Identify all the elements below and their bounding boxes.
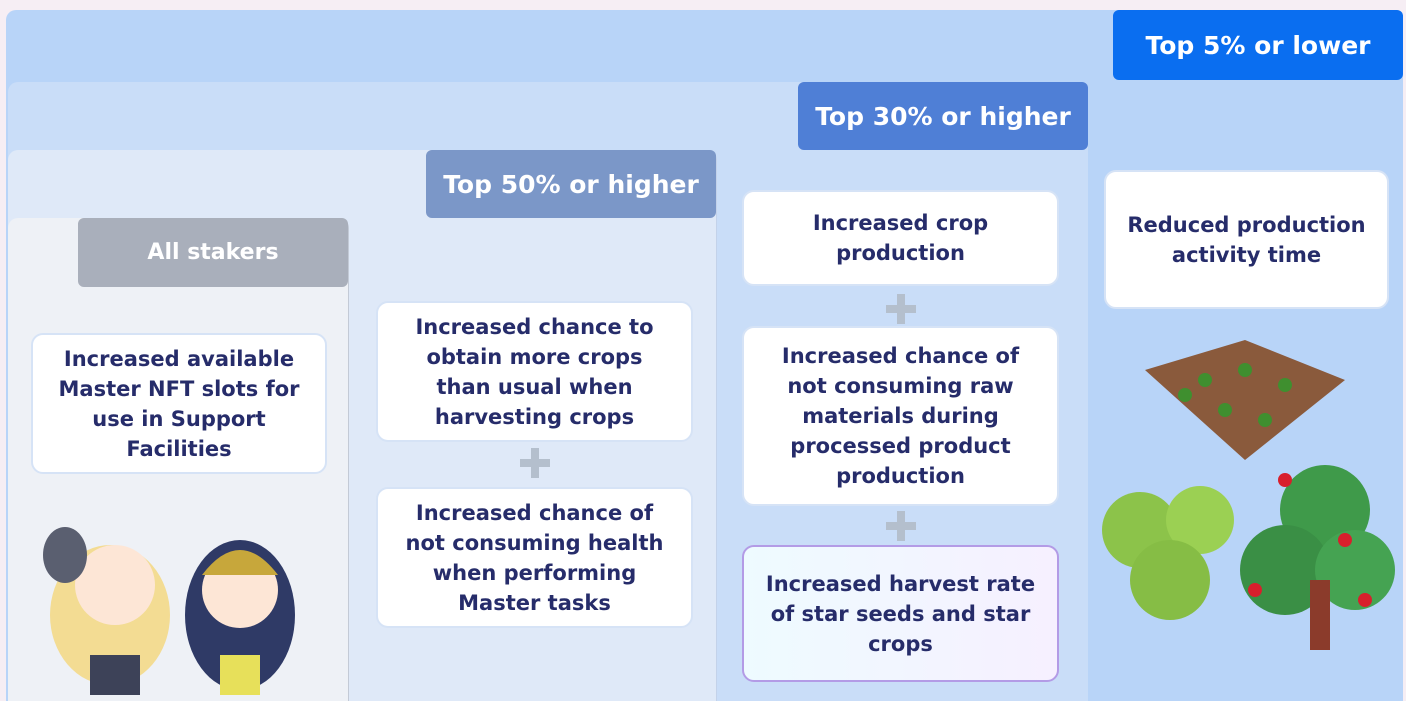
tier-tab: Top 30% or higher <box>798 82 1088 150</box>
plus-icon <box>520 448 550 478</box>
crops-illustration <box>1095 340 1395 690</box>
benefit-box: Increased available Master NFT slots for… <box>31 333 327 474</box>
benefit-box: Increased harvest rate of star seeds and… <box>742 545 1059 682</box>
tier-tab: Top 5% or lower <box>1113 10 1403 80</box>
page: {"tiers": [ {"label": "All stakers", "be… <box>0 0 1406 701</box>
tier-tab: All stakers <box>78 218 348 287</box>
tier-tab: Top 50% or higher <box>426 150 716 218</box>
plus-icon <box>886 294 916 324</box>
benefit-box: Increased chance of not consuming health… <box>376 487 693 628</box>
benefit-box: Increased chance to obtain more crops th… <box>376 301 693 442</box>
plus-icon <box>886 511 916 541</box>
benefit-box: Increased chance of not consuming raw ma… <box>742 326 1059 506</box>
benefit-box: Reduced production activity time <box>1104 170 1389 309</box>
benefit-box: Increased crop production <box>742 190 1059 286</box>
characters-illustration <box>20 505 340 701</box>
